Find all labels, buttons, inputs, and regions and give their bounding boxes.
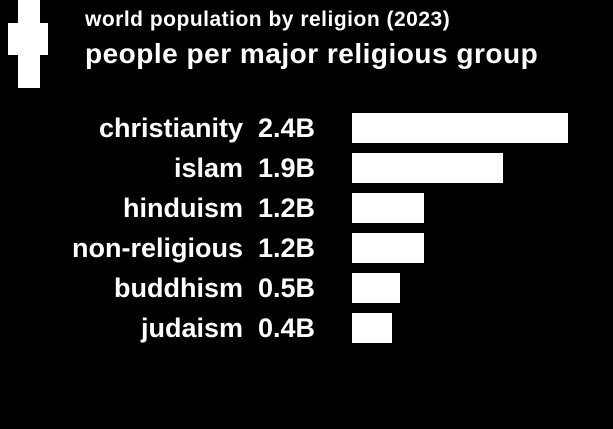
value-label: 1.9B: [258, 153, 316, 183]
table-row: islam 1.9B: [0, 148, 613, 188]
table-row: non-religious 1.2B: [0, 228, 613, 268]
value-label: 0.5B: [258, 273, 316, 303]
table-row: hinduism 1.2B: [0, 188, 613, 228]
cross-icon: [8, 0, 48, 88]
category-label: islam: [173, 153, 243, 183]
value-label: 1.2B: [258, 233, 316, 263]
bar: [352, 313, 392, 343]
bar: [352, 153, 503, 183]
category-label: hinduism: [123, 193, 243, 223]
bar: [352, 233, 424, 263]
chart-title: people per major religious group: [85, 38, 539, 69]
category-label: non-religious: [72, 233, 243, 263]
category-label: buddhism: [114, 273, 243, 303]
table-row: christianity 2.4B: [0, 108, 613, 148]
value-label: 0.4B: [258, 313, 316, 343]
bar: [352, 193, 424, 223]
table-row: judaism 0.4B: [0, 308, 613, 348]
cross-icon-horizontal: [8, 23, 48, 55]
chart-subtitle: world population by religion (2023): [85, 8, 451, 31]
bar: [352, 113, 568, 143]
bar-chart: christianity 2.4B islam 1.9B hinduism 1.2B non…: [0, 108, 613, 348]
bar: [352, 273, 400, 303]
value-label: 2.4B: [258, 113, 316, 143]
value-label: 1.2B: [258, 193, 316, 223]
table-row: buddhism 0.5B: [0, 268, 613, 308]
category-label: christianity: [98, 113, 243, 143]
category-label: judaism: [140, 313, 243, 343]
